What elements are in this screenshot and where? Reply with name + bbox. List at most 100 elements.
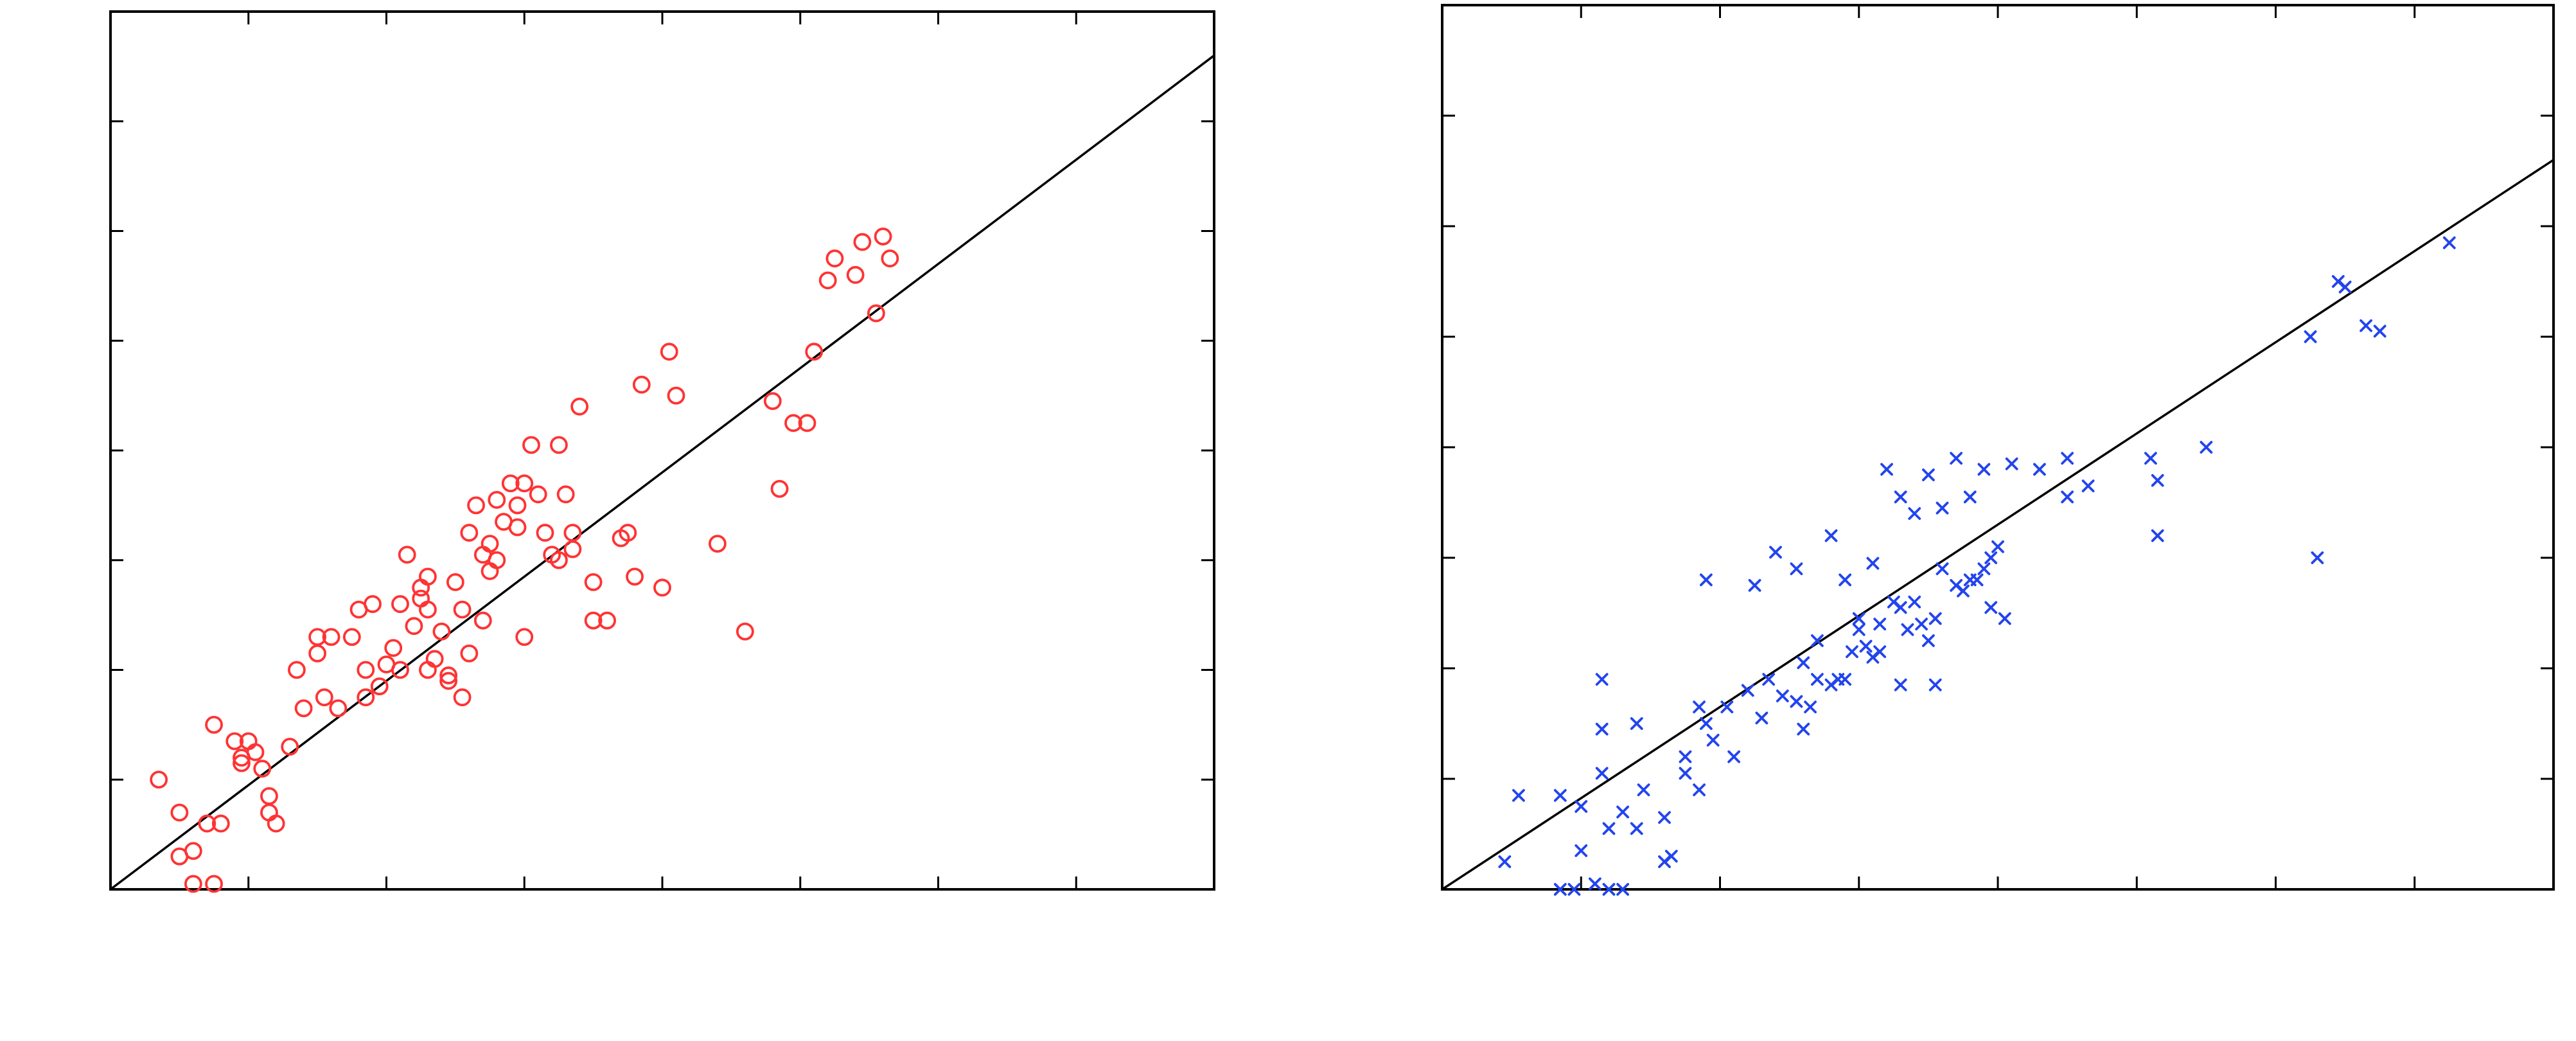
- data-point: [556, 485, 575, 504]
- data-point: [1908, 595, 1921, 609]
- data-point: [473, 611, 492, 630]
- data-point: [515, 628, 534, 646]
- data-point: [205, 875, 223, 893]
- data-point: [481, 562, 499, 580]
- data-point: [439, 672, 458, 690]
- fit-line: [109, 54, 1215, 891]
- data-point: [1602, 822, 1616, 835]
- data-point: [881, 249, 899, 268]
- data-point: [570, 397, 589, 416]
- data-point: [412, 589, 430, 608]
- data-point: [460, 524, 479, 542]
- data-point: [1567, 883, 1581, 896]
- data-point: [2033, 463, 2046, 476]
- data-point: [2442, 236, 2456, 249]
- data-point: [1839, 673, 1852, 686]
- data-point: [453, 600, 472, 619]
- plot-frame: [1441, 4, 2555, 891]
- data-point: [1950, 452, 1963, 465]
- data-point: [1595, 767, 1609, 780]
- data-point: [1866, 556, 1880, 570]
- data-point: [653, 578, 671, 597]
- data-point: [1658, 811, 1671, 824]
- data-point: [357, 661, 375, 679]
- data-point: [853, 233, 872, 251]
- data-point: [239, 732, 258, 751]
- data-point: [329, 699, 348, 718]
- data-point: [1595, 722, 1609, 736]
- data-point: [563, 524, 582, 542]
- data-point: [1790, 562, 1803, 576]
- data-point: [1498, 855, 1512, 868]
- data-point: [260, 787, 278, 805]
- data-point: [1873, 645, 1887, 659]
- data-point: [1894, 490, 1907, 504]
- data-point: [1616, 805, 1630, 819]
- data-point: [184, 842, 202, 860]
- data-point: [515, 474, 534, 493]
- data-point: [315, 688, 333, 707]
- data-point: [598, 611, 616, 630]
- data-point: [488, 490, 506, 509]
- data-point: [2005, 457, 2018, 470]
- data-point: [563, 540, 582, 558]
- data-point: [1658, 855, 1671, 868]
- data-point: [1928, 612, 1942, 625]
- data-point: [432, 622, 451, 641]
- data-point: [874, 227, 892, 245]
- data-point: [550, 436, 568, 454]
- data-point: [805, 343, 824, 361]
- data-point: [446, 573, 464, 591]
- data-point: [1553, 788, 1567, 802]
- data-point: [1810, 673, 1824, 686]
- data-point: [632, 375, 651, 394]
- data-point: [281, 738, 299, 756]
- data-point: [398, 546, 416, 564]
- data-point: [1748, 579, 1761, 592]
- data-point: [1762, 673, 1776, 686]
- data-point: [1936, 562, 1949, 576]
- data-point: [1595, 673, 1609, 686]
- data-point: [1839, 573, 1852, 587]
- data-point: [384, 639, 403, 657]
- data-point: [867, 304, 885, 323]
- data-point: [233, 754, 251, 772]
- data-point: [667, 386, 685, 405]
- data-point: [342, 628, 361, 646]
- data-point: [784, 414, 802, 432]
- data-point: [198, 814, 216, 833]
- data-point: [736, 622, 754, 641]
- data-point: [1957, 584, 1970, 598]
- data-point: [522, 436, 540, 454]
- data-point: [460, 644, 479, 663]
- scatter-plot-2: [1441, 4, 2555, 896]
- data-point: [584, 611, 603, 630]
- data-point: [1963, 573, 1977, 587]
- data-point: [1804, 700, 1817, 714]
- data-point: [1693, 783, 1706, 797]
- data-point: [619, 524, 637, 542]
- data-point: [1810, 634, 1824, 647]
- data-point: [1977, 463, 1991, 476]
- data-point: [453, 688, 472, 707]
- data-point: [419, 567, 437, 586]
- data-point: [294, 699, 313, 718]
- data-point: [205, 715, 223, 734]
- data-point: [1706, 733, 1720, 747]
- data-point: [1727, 750, 1741, 763]
- data-point: [2304, 330, 2317, 343]
- data-point: [150, 770, 168, 789]
- data-point: [770, 479, 789, 498]
- data-point: [529, 485, 547, 504]
- data-point: [1894, 678, 1907, 691]
- data-point: [1512, 788, 1525, 802]
- data-point: [709, 535, 727, 553]
- data-point: [1797, 722, 1810, 736]
- fit-line: [1442, 159, 2554, 891]
- data-point: [2338, 280, 2352, 294]
- data-point: [1984, 551, 1998, 564]
- data-point: [364, 595, 382, 613]
- data-point: [1616, 883, 1630, 896]
- data-point: [370, 677, 389, 696]
